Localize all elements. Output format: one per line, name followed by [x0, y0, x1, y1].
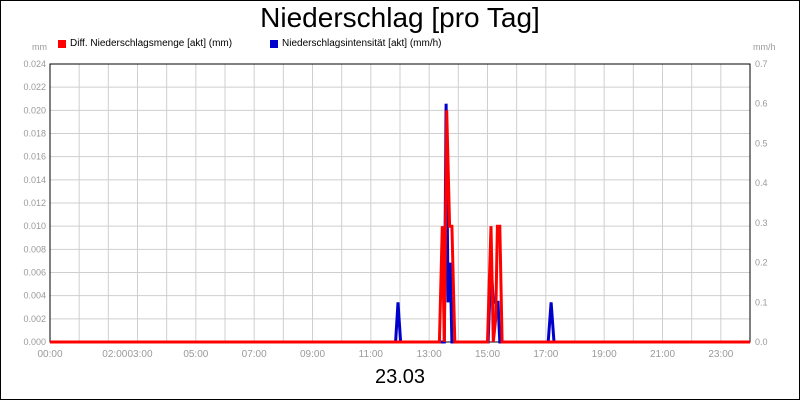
legend-item-menge: Diff. Niederschlagsmenge [akt] (mm)	[58, 38, 232, 49]
x-tick-label: 11:00	[359, 349, 384, 360]
y-right-tick-label: 0.7	[755, 59, 768, 69]
x-tick-label: 19:00	[592, 349, 617, 360]
y-right-tick-label: 0.4	[755, 178, 768, 188]
y-left-tick-label: 0.022	[23, 82, 46, 92]
legend-item-intensitaet: Niederschlagsintensität [akt] (mm/h)	[270, 38, 442, 49]
y-right-tick-label: 0.3	[755, 218, 768, 228]
left-axis-unit: mm	[32, 42, 47, 52]
y-right-tick-label: 0.6	[755, 99, 768, 109]
series-line-menge	[50, 110, 750, 344]
y-right-tick-label: 0.5	[755, 138, 768, 148]
y-right-tick-label: 0.0	[755, 337, 768, 347]
legend-label-intensitaet: Niederschlagsintensität [akt] (mm/h)	[282, 38, 442, 49]
y-left-tick-label: 0.008	[23, 244, 46, 254]
right-axis-unit: mm/h	[753, 42, 776, 52]
x-tick-label: 09:00	[300, 349, 325, 360]
x-tick-label: 00:00	[37, 349, 62, 360]
legend-swatch-red	[58, 39, 66, 48]
y-left-tick-label: 0.020	[23, 105, 46, 115]
y-left-tick-label: 0.014	[23, 175, 46, 185]
legend-swatch-blue	[270, 39, 278, 48]
y-left-tick-label: 0.012	[23, 198, 46, 208]
legend-label-menge: Diff. Niederschlagsmenge [akt] (mm)	[70, 38, 233, 49]
x-tick-label: 02:00	[102, 349, 127, 360]
y-left-tick-label: 0.024	[23, 59, 46, 69]
y-left-tick-label: 0.010	[23, 221, 46, 231]
y-right-tick-label: 0.1	[755, 297, 768, 307]
x-axis-date-label: 23.03	[374, 366, 426, 388]
x-tick-label: 21:00	[650, 349, 675, 360]
chart-title: Niederschlag [pro Tag]	[260, 2, 540, 33]
y-left-tick-label: 0.006	[23, 268, 46, 278]
x-tick-label: 07:00	[242, 349, 267, 360]
x-tick-label: 23:00	[708, 349, 733, 360]
x-tick-label: 15:00	[475, 349, 500, 360]
x-tick-label: 17:00	[533, 349, 558, 360]
y-left-tick-label: 0.018	[23, 129, 46, 139]
y-left-tick-label: 0.002	[23, 314, 46, 324]
y-right-tick-label: 0.2	[755, 258, 768, 268]
y-left-tick-label: 0.004	[23, 291, 46, 301]
x-tick-label: 13:00	[417, 349, 442, 360]
x-tick-label: 03:00	[128, 349, 153, 360]
y-left-tick-label: 0.000	[23, 337, 46, 347]
y-left-tick-label: 0.016	[23, 152, 46, 162]
x-tick-label: 05:00	[183, 349, 208, 360]
